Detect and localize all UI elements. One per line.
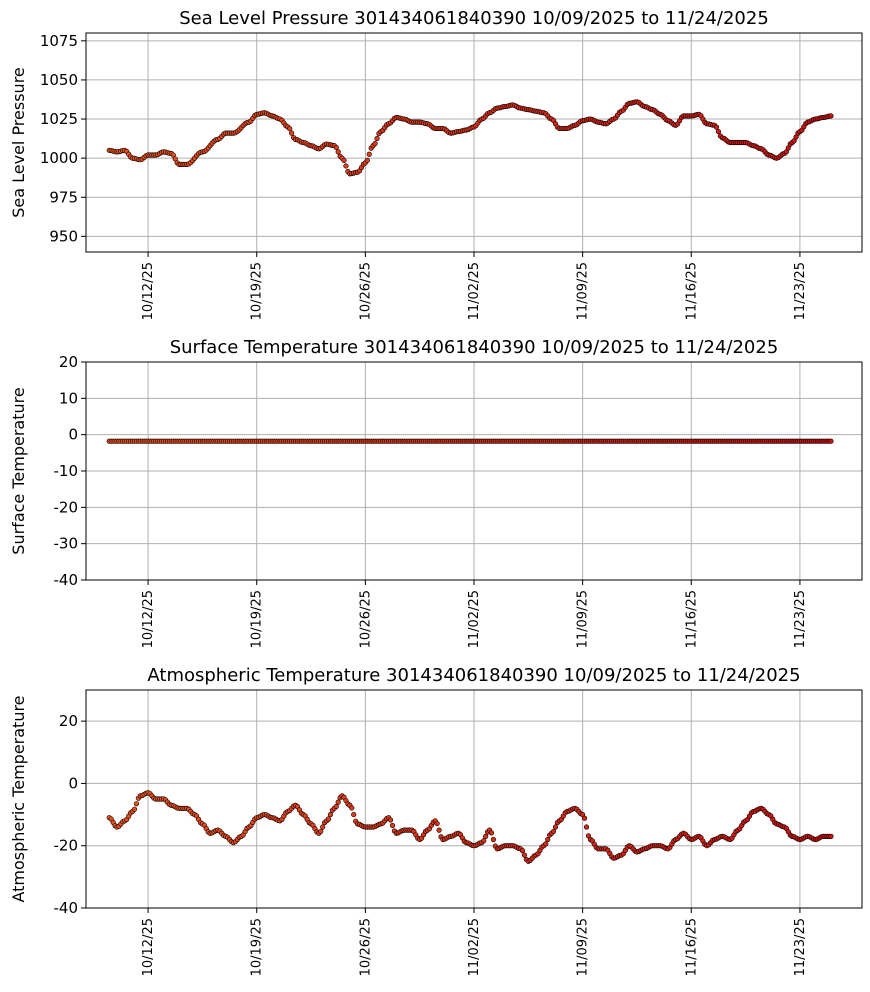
data-point [519, 848, 526, 854]
x-tick-label: 10/26/25 [358, 918, 373, 976]
chart-title: Surface Temperature 301434061840390 10/0… [170, 337, 779, 358]
y-tick-label: 20 [59, 712, 78, 730]
data-point [351, 811, 357, 818]
data-point [318, 828, 324, 835]
data-point [436, 827, 442, 833]
data-point [543, 841, 549, 847]
x-tick-label: 10/12/25 [141, 262, 156, 320]
y-tick-label: 975 [49, 188, 78, 206]
data-points [106, 790, 834, 864]
x-tick-label: 10/19/25 [250, 590, 265, 648]
y-tick-label: -40 [54, 899, 79, 917]
x-tick-label: 11/16/25 [684, 918, 699, 976]
x-tick-label: 10/26/25 [358, 590, 373, 648]
data-point [490, 836, 497, 843]
data-point [828, 438, 834, 444]
panel-2: -40 -30 -20 -10 0 10 20 10/12/25 10/19/25 10/26/2… [9, 337, 863, 648]
data-point [488, 830, 495, 836]
data-point [335, 799, 341, 805]
y-tick-label: 1050 [40, 71, 78, 89]
data-point [481, 838, 487, 844]
data-point [372, 140, 378, 147]
x-tick-label: 10/19/25 [250, 262, 265, 320]
y-tick-label: 1000 [40, 149, 78, 167]
chart-title: Sea Level Pressure 301434061840390 10/09… [179, 8, 769, 29]
y-tick-label: -30 [54, 535, 79, 553]
x-tick-label: 11/23/25 [793, 262, 808, 320]
y-tick-label: -20 [54, 498, 79, 516]
data-point [341, 157, 347, 164]
y-tick-label: 0 [68, 426, 78, 444]
plot-frame [85, 32, 863, 253]
y-tick-label: 10 [59, 389, 78, 407]
x-tick-label: 10/12/25 [141, 918, 156, 976]
data-point [521, 852, 528, 858]
x-tick-label: 11/02/25 [467, 918, 482, 976]
x-tick-label: 11/02/25 [467, 590, 482, 648]
data-point [552, 824, 559, 830]
x-tick-label: 11/02/25 [467, 262, 482, 320]
y-tick-label: -40 [54, 571, 79, 589]
panel-1: 950 975 1000 1025 1050 1075 10/12/25 10/19/25 10… [9, 8, 863, 320]
data-point [333, 144, 339, 151]
data-point [287, 126, 293, 132]
data-point [335, 149, 341, 155]
data-point [828, 113, 834, 119]
data-point [550, 828, 557, 835]
data-point [333, 803, 339, 810]
x-tick-label: 11/23/25 [793, 918, 808, 976]
data-point [320, 824, 326, 830]
y-tick-label: 1075 [40, 32, 78, 50]
data-point [343, 163, 349, 169]
x-tick-label: 10/19/25 [250, 918, 265, 976]
data-points [106, 99, 834, 177]
data-point [715, 128, 722, 135]
data-point [366, 151, 372, 157]
data-point [349, 805, 355, 811]
x-tick-label: 11/09/25 [576, 590, 591, 648]
panel-3: -40 -20 0 20 10/12/25 10/19/25 10/26/25 11/02/2… [9, 665, 863, 976]
x-tick-label: 10/26/25 [358, 262, 373, 320]
y-tick-label: 950 [49, 227, 78, 245]
x-tick-label: 11/16/25 [684, 590, 699, 648]
data-point [325, 816, 332, 822]
y-tick-label: -20 [54, 837, 79, 855]
x-tick-label: 11/16/25 [684, 262, 699, 320]
data-point [364, 157, 370, 163]
data-point [828, 833, 834, 839]
data-point [374, 135, 380, 142]
data-point [483, 833, 489, 839]
data-point [713, 124, 720, 130]
data-point [389, 822, 396, 829]
y-tick-label: 1025 [40, 110, 78, 128]
data-point [387, 817, 394, 823]
y-axis-label: Surface Temperature [9, 387, 28, 554]
data-point [581, 815, 588, 821]
data-point [583, 824, 590, 830]
data-points [106, 438, 834, 444]
y-axis-label: Atmospheric Temperature [9, 695, 28, 902]
data-point [131, 806, 138, 812]
x-tick-label: 11/09/25 [576, 918, 591, 976]
data-point [327, 811, 334, 818]
plot-frame [85, 361, 863, 581]
data-point [133, 801, 140, 807]
chart-title: Atmospheric Temperature 301434061840390 … [147, 665, 800, 686]
y-tick-label: 20 [59, 353, 78, 371]
x-tick-label: 11/23/25 [793, 590, 808, 648]
data-point [434, 820, 440, 827]
data-point [289, 130, 295, 136]
y-tick-label: -10 [54, 462, 79, 480]
data-point [545, 836, 551, 843]
x-tick-label: 10/12/25 [141, 590, 156, 648]
x-tick-label: 11/09/25 [576, 262, 591, 320]
y-axis-label: Sea Level Pressure [9, 67, 28, 218]
y-tick-label: 0 [68, 774, 78, 792]
plot-frame [85, 689, 863, 909]
